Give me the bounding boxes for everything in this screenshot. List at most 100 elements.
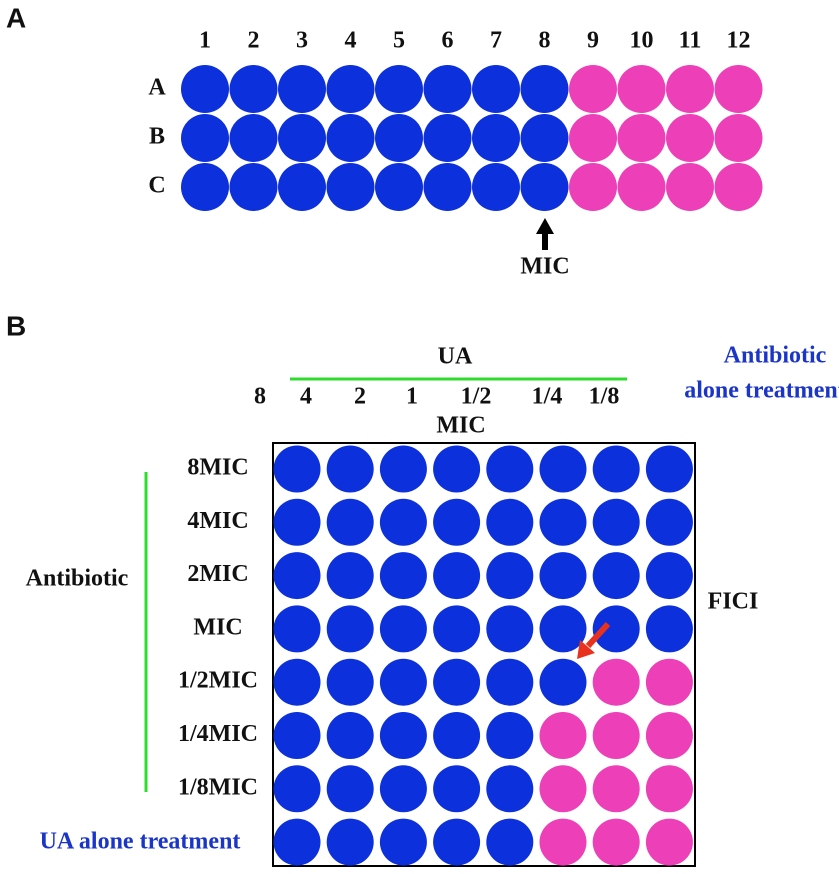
well xyxy=(592,498,640,546)
ua-column-label: 1/8 xyxy=(589,384,620,410)
well xyxy=(326,114,375,162)
well xyxy=(645,658,693,706)
well xyxy=(326,498,374,546)
column-label: 12 xyxy=(727,28,751,54)
row-label: 1/4MIC xyxy=(178,721,258,747)
well xyxy=(273,498,321,546)
row-label: A xyxy=(148,75,166,101)
well xyxy=(486,765,534,813)
well xyxy=(592,765,640,813)
well xyxy=(592,605,640,653)
fici-label: FICI xyxy=(708,589,759,615)
well xyxy=(592,445,640,493)
well xyxy=(569,114,617,162)
well xyxy=(326,818,374,866)
antibiotic-alone: Antibiotic xyxy=(724,343,827,369)
column-label: 11 xyxy=(679,28,702,54)
well xyxy=(278,163,326,211)
well xyxy=(486,445,534,493)
well xyxy=(181,65,229,113)
well xyxy=(539,552,587,600)
well xyxy=(645,818,693,866)
well xyxy=(326,658,374,706)
well xyxy=(326,552,374,600)
well xyxy=(326,712,374,759)
well xyxy=(229,114,278,162)
ua-label: UA xyxy=(438,344,473,370)
well xyxy=(539,765,587,813)
well xyxy=(379,552,427,600)
well xyxy=(486,605,534,653)
ua-column-label: 4 xyxy=(300,384,312,410)
well xyxy=(645,605,693,653)
row-label: C xyxy=(148,173,165,199)
column-label: 4 xyxy=(345,28,357,54)
well xyxy=(486,658,534,706)
column-label: 8 xyxy=(539,28,551,54)
well xyxy=(433,498,481,546)
well xyxy=(539,818,587,866)
row-label: MIC xyxy=(193,614,242,640)
well xyxy=(379,605,427,653)
well xyxy=(486,498,534,546)
red-arrow xyxy=(585,621,611,649)
ua-column-label: 1 xyxy=(406,384,418,410)
well xyxy=(326,163,375,211)
column-label: 1 xyxy=(199,28,211,54)
panel-label: B xyxy=(6,310,26,341)
ua-column-label: 8 xyxy=(254,384,266,410)
well xyxy=(379,445,427,493)
well xyxy=(645,552,693,600)
column-label: 5 xyxy=(393,28,405,54)
well xyxy=(273,658,321,706)
well xyxy=(375,163,423,211)
well xyxy=(326,445,374,493)
row-label: 1/8MIC xyxy=(178,774,258,800)
plate-frame xyxy=(272,442,696,867)
well xyxy=(433,658,481,706)
well xyxy=(273,552,321,600)
well xyxy=(569,163,617,211)
well xyxy=(666,163,714,211)
well xyxy=(520,114,569,162)
well xyxy=(433,765,481,813)
well xyxy=(273,765,321,813)
well xyxy=(326,65,375,113)
well xyxy=(539,712,587,759)
well xyxy=(592,658,640,706)
antibiotic-label: Antibiotic xyxy=(26,566,129,592)
well xyxy=(433,552,481,600)
well xyxy=(273,818,321,866)
column-label: 2 xyxy=(248,28,260,54)
well xyxy=(592,818,640,866)
row-label: 8MIC xyxy=(187,455,248,481)
well xyxy=(278,65,326,113)
row-label: 1/2MIC xyxy=(178,668,258,694)
well xyxy=(617,65,666,113)
well xyxy=(714,114,763,162)
ua-column-label: 1/4 xyxy=(532,384,563,410)
well xyxy=(181,114,229,162)
well xyxy=(486,552,534,600)
well xyxy=(433,605,481,653)
well xyxy=(423,163,472,211)
well xyxy=(326,765,374,813)
well xyxy=(229,65,278,113)
column-label: 3 xyxy=(296,28,308,54)
well xyxy=(379,765,427,813)
well xyxy=(569,65,617,113)
column-label: 10 xyxy=(630,28,654,54)
well xyxy=(539,605,587,653)
well xyxy=(539,498,587,546)
ua-alone: UA alone treatment xyxy=(40,829,241,855)
arrow-head xyxy=(536,218,554,234)
well xyxy=(375,114,423,162)
arrow-label: MIC xyxy=(520,254,569,280)
well xyxy=(379,498,427,546)
column-label: 9 xyxy=(587,28,599,54)
well xyxy=(433,818,481,866)
well xyxy=(326,605,374,653)
well xyxy=(375,65,423,113)
well xyxy=(592,712,640,759)
well xyxy=(278,114,326,162)
